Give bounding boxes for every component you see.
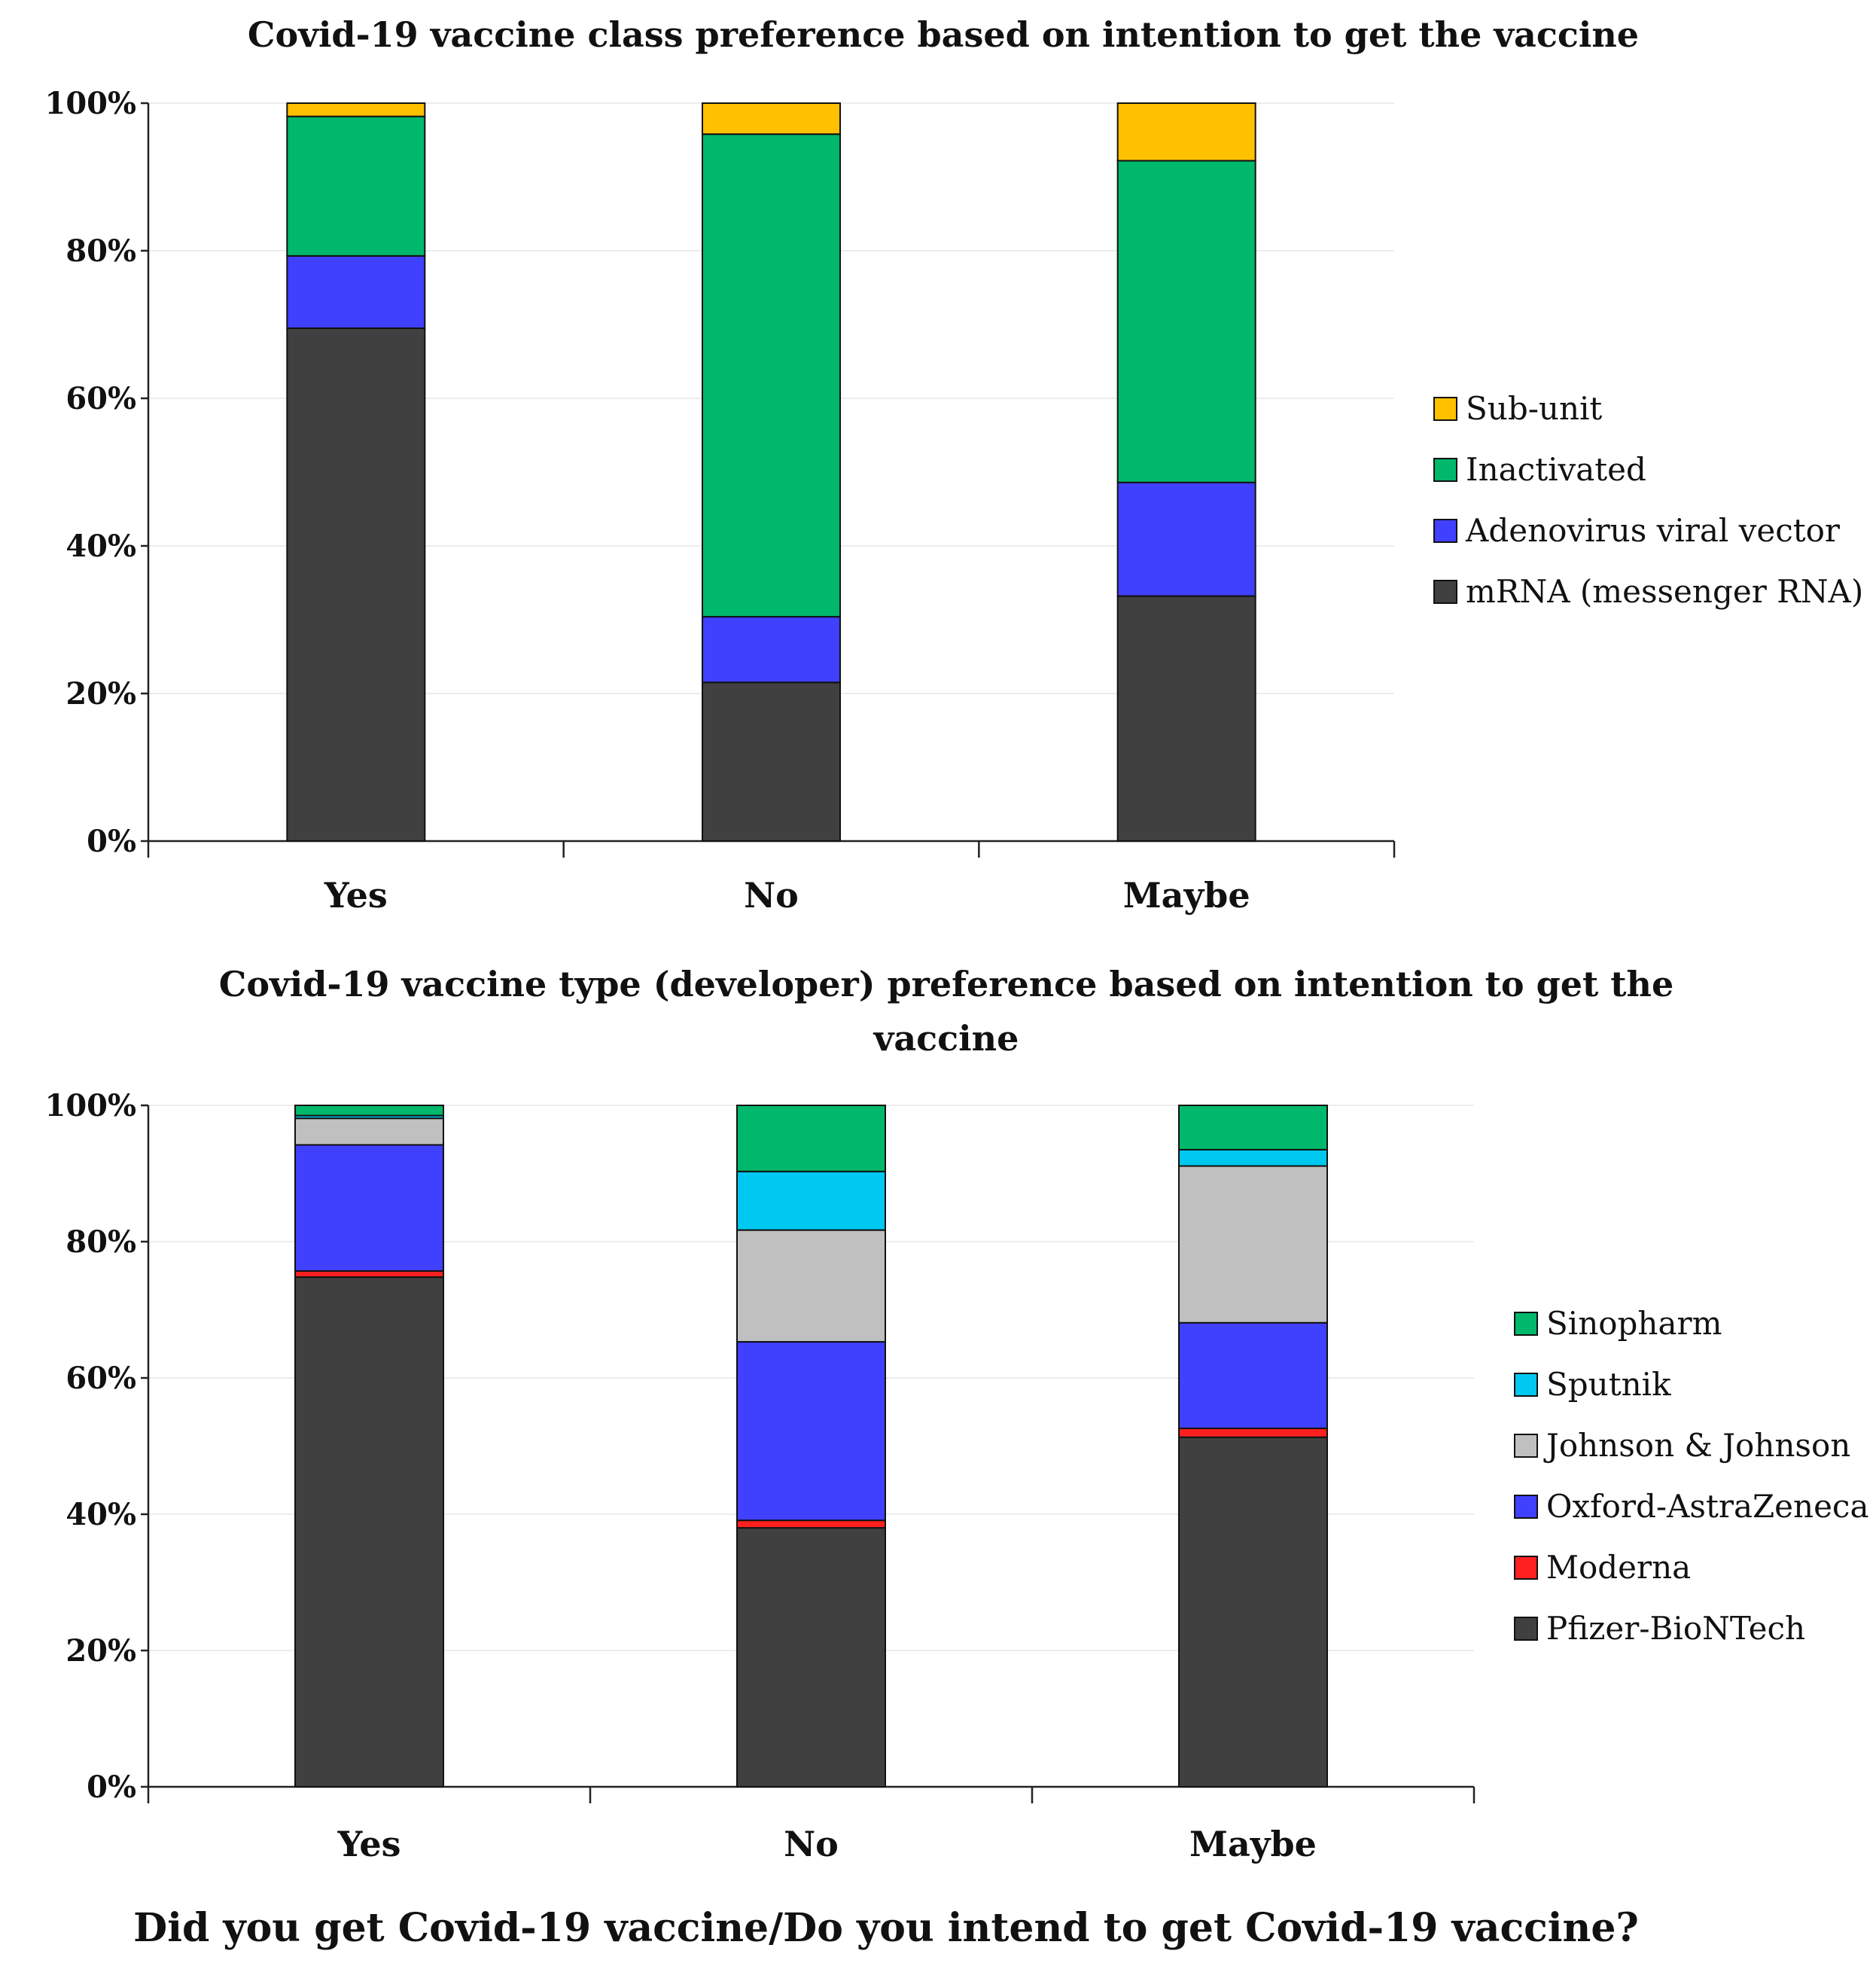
legend-label: Moderna [1546, 1549, 1691, 1586]
legend-item-sputnik: Sputnik [1514, 1366, 1671, 1403]
chart-title: Covid-19 vaccine type (developer) prefer… [219, 964, 1674, 1059]
legend-item-inactivated: Inactivated [1433, 451, 1646, 488]
bar-johnson-johnson-no [736, 1229, 886, 1343]
bar-inactivated-maybe [1116, 160, 1256, 483]
legend-item-oxford-astrazeneca: Oxford-AstraZeneca [1514, 1488, 1869, 1525]
bar-johnson-johnson-yes [294, 1117, 444, 1146]
bar-johnson-johnson-maybe [1178, 1165, 1328, 1324]
bar-stack-yes [294, 1105, 444, 1788]
bar-sub-unit-maybe [1116, 102, 1256, 162]
legend-swatch [1514, 1495, 1538, 1519]
bar-adenovirus-viral-vector-yes [286, 255, 426, 329]
bar-sputnik-maybe [1178, 1148, 1328, 1167]
bar-oxford-astrazeneca-yes [294, 1144, 444, 1272]
bar-sinopharm-no [736, 1105, 886, 1172]
legend: Sub-unit Inactivated Adenovirus viral vect… [1433, 390, 1863, 610]
y-tick-label: 40% [65, 1497, 136, 1532]
chart-2: Covid-19 vaccine type (developer) prefer… [44, 964, 1868, 1864]
bar-moderna-no [736, 1519, 886, 1529]
bar-sputnik-no [736, 1170, 886, 1231]
bar-stack-maybe [1178, 1105, 1328, 1788]
x-category-label: Yes [337, 1824, 400, 1864]
legend-label: Sputnik [1546, 1366, 1671, 1403]
bar-adenovirus-viral-vector-no [702, 616, 841, 684]
bar-inactivated-no [702, 133, 841, 618]
bar-pfizer-biontech-yes [294, 1276, 444, 1788]
legend-swatch [1433, 519, 1457, 543]
y-tick-label: 60% [65, 381, 136, 416]
y-tick-label: 80% [65, 233, 136, 269]
y-tick-label: 100% [44, 1088, 136, 1123]
chart-title: Covid-19 vaccine class preference based … [248, 14, 1639, 55]
legend-item-sub-unit: Sub-unit [1433, 390, 1602, 427]
y-tick-label: 20% [65, 1633, 136, 1669]
y-tick-label: 0% [87, 824, 136, 859]
legend-label: Sinopharm [1546, 1305, 1722, 1342]
y-tick-label: 20% [65, 676, 136, 712]
bar-mrna-messenger-rna-yes [286, 327, 426, 842]
legend-swatch [1433, 580, 1457, 604]
legend-label: Johnson & Johnson [1543, 1427, 1850, 1464]
bar-oxford-astrazeneca-no [736, 1341, 886, 1522]
legend-item-sinopharm: Sinopharm [1514, 1305, 1722, 1342]
bar-moderna-maybe [1178, 1427, 1328, 1438]
legend-swatch [1514, 1312, 1538, 1336]
bar-sinopharm-yes [294, 1105, 444, 1117]
legend-swatch [1433, 397, 1457, 421]
legend-item-pfizer-biontech: Pfizer-BioNTech [1514, 1610, 1805, 1647]
x-category-label: Maybe [1123, 875, 1250, 916]
legend-label: mRNA (messenger RNA) [1466, 573, 1863, 610]
y-tick-label: 0% [87, 1769, 136, 1805]
bar-stack-no [702, 102, 841, 842]
legend-label: Sub-unit [1466, 390, 1602, 427]
bar-stack-no [736, 1105, 886, 1788]
bar-inactivated-yes [286, 115, 426, 257]
y-tick-label: 100% [44, 86, 136, 121]
bar-moderna-yes [294, 1270, 444, 1279]
x-category-label: No [784, 1824, 839, 1864]
y-tick-label: 80% [65, 1224, 136, 1260]
legend-swatch [1514, 1434, 1538, 1458]
bar-sub-unit-no [702, 102, 841, 136]
chart-1: Covid-19 vaccine class preference based … [44, 14, 1863, 916]
legend-item-johnson-johnson: Johnson & Johnson [1514, 1427, 1850, 1464]
bar-stack-yes [286, 102, 426, 842]
bar-mrna-messenger-rna-no [702, 681, 841, 842]
bar-mrna-messenger-rna-maybe [1116, 595, 1256, 842]
bar-adenovirus-viral-vector-maybe [1116, 481, 1256, 597]
legend-item-moderna: Moderna [1514, 1549, 1691, 1586]
legend-label: Inactivated [1466, 451, 1646, 488]
legend-label: Oxford-AstraZeneca [1546, 1488, 1869, 1525]
legend-label: Adenovirus viral vector [1465, 512, 1841, 549]
legend-swatch [1514, 1617, 1538, 1641]
legend-swatch [1433, 458, 1457, 482]
x-category-label: No [744, 875, 799, 916]
bar-sinopharm-maybe [1178, 1105, 1328, 1151]
legend-swatch [1514, 1556, 1538, 1580]
bar-stack-maybe [1116, 102, 1256, 842]
x-category-label: Yes [324, 875, 388, 916]
legend-item-adenovirus-viral-vector: Adenovirus viral vector [1433, 512, 1841, 549]
bar-pfizer-biontech-no [736, 1527, 886, 1788]
legend: Sinopharm Sputnik Johnson & Johnson Oxford-… [1514, 1305, 1869, 1647]
bar-oxford-astrazeneca-maybe [1178, 1321, 1328, 1429]
legend-item-mrna-messenger-rna: mRNA (messenger RNA) [1433, 573, 1863, 610]
bar-sub-unit-yes [286, 102, 426, 117]
legend-label: Pfizer-BioNTech [1546, 1610, 1805, 1647]
y-tick-label: 40% [65, 529, 136, 564]
legend-swatch [1514, 1373, 1538, 1397]
y-tick-label: 60% [65, 1361, 136, 1396]
x-category-label: Maybe [1189, 1824, 1317, 1864]
x-axis-title: Did you get Covid-19 vaccine/Do you inte… [133, 1905, 1639, 1951]
bar-pfizer-biontech-maybe [1178, 1436, 1328, 1788]
